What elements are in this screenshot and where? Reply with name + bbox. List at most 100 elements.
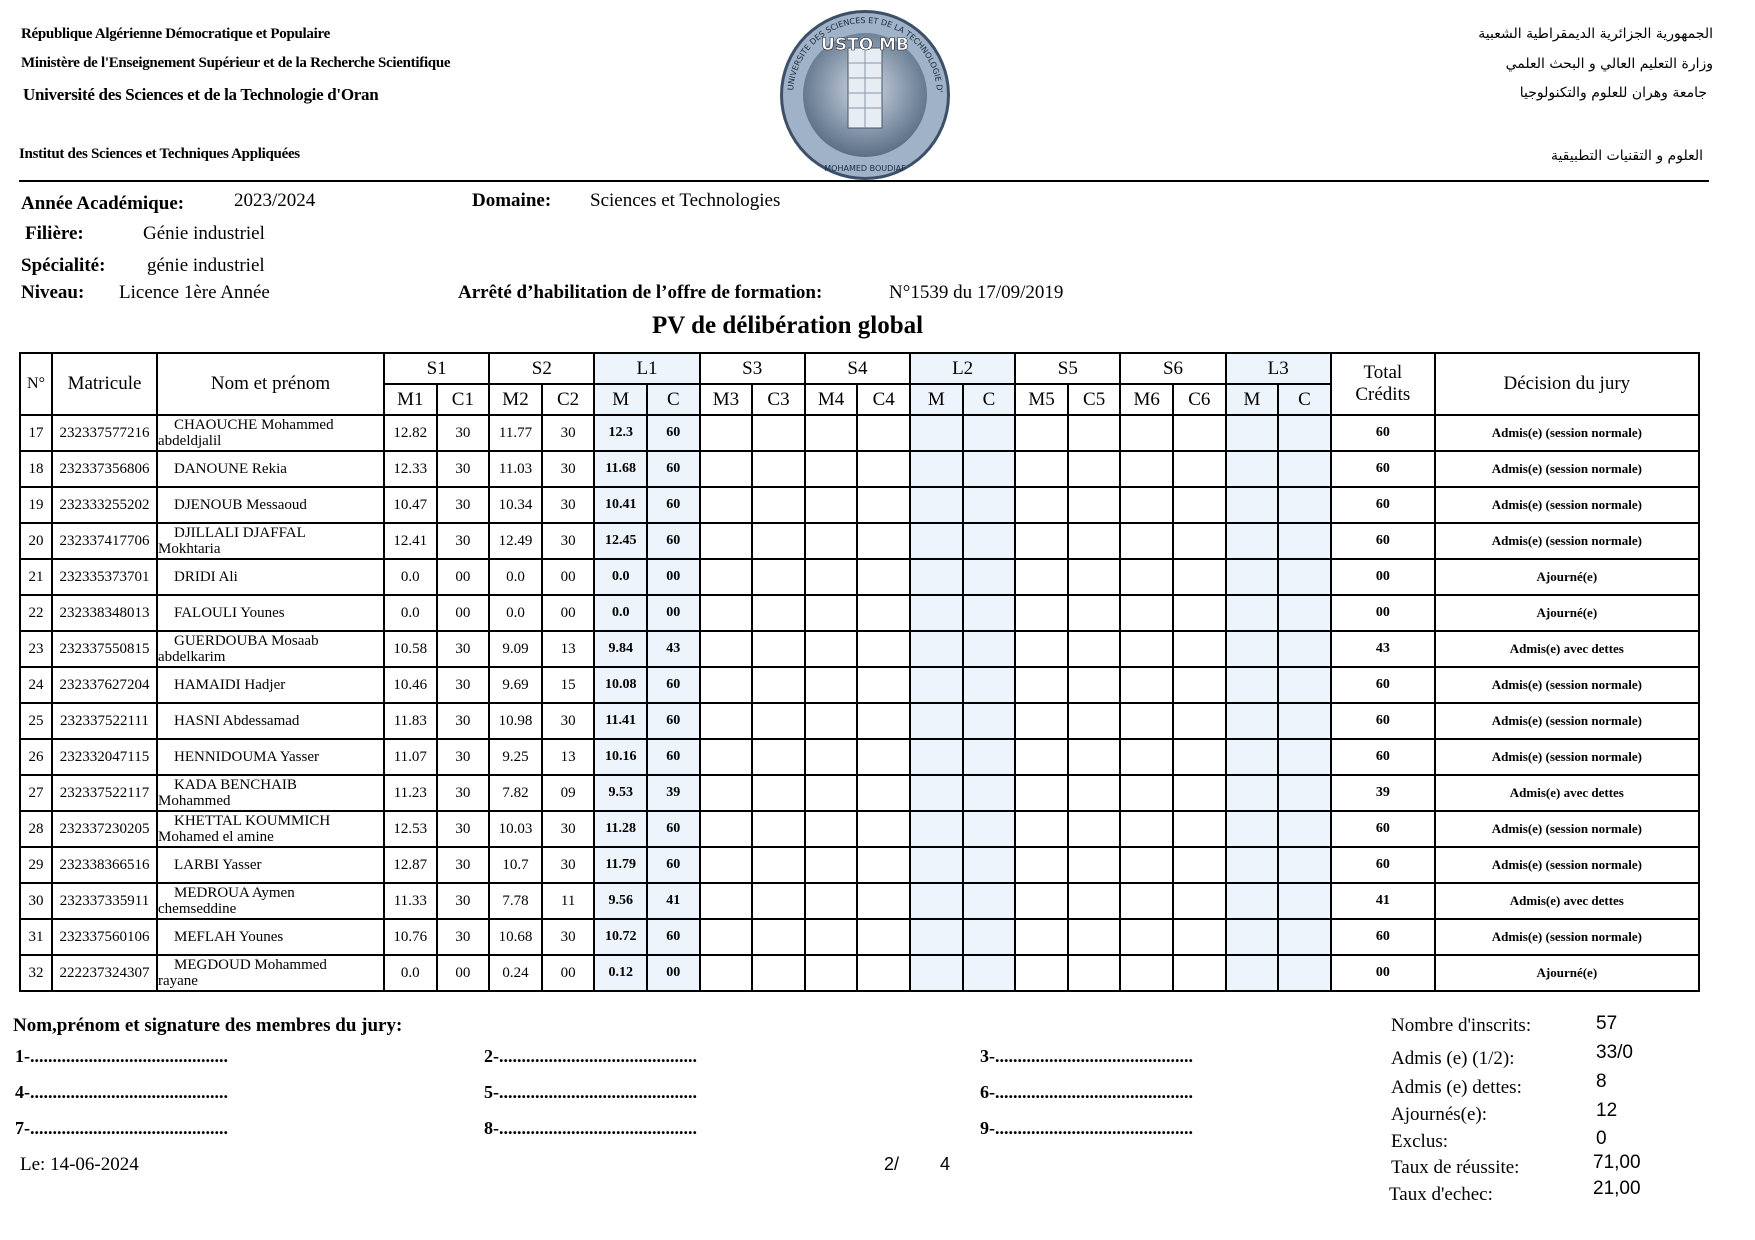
col-group-s5: S5 (1014, 352, 1122, 385)
row-s4-m4 (803, 918, 859, 956)
row-l3-c (1277, 738, 1332, 776)
row-name-line1: DANOUNE Rekia (174, 461, 287, 477)
row-c1: 30 (435, 630, 491, 668)
row-s5-m5 (1014, 450, 1069, 488)
row-s4-m4 (803, 774, 859, 812)
row-s3-c3 (751, 954, 806, 992)
table-row: 23 232337550815 GUERDOUBA Mosaab abdelkarim… (19, 630, 1700, 668)
row-l1-c: 60 (646, 486, 701, 524)
row-s4-c4 (856, 666, 912, 704)
row-c2: 30 (540, 702, 596, 740)
row-s5-c5 (1066, 738, 1122, 776)
row-c1: 00 (435, 558, 491, 596)
specialite-value: génie industriel (147, 255, 265, 276)
row-s5-m5 (1014, 882, 1069, 920)
row-c2: 30 (540, 846, 596, 884)
svg-text:USTO MB: USTO MB (821, 35, 909, 55)
row-l1-c: 60 (646, 738, 701, 776)
header-row-sub: M1 C1 M2 C2 M C M3 C3 M4 C4 M C M5 C5 M6 C6 M C (20, 383, 1699, 416)
row-s4-c4 (856, 558, 912, 596)
col-matricule: Matricule (51, 352, 158, 416)
table-row: 25 232337522111 HASNI Abdessamad 11.83 30 10.… (19, 702, 1700, 740)
row-s6-m6 (1119, 414, 1175, 452)
row-s6-m6 (1119, 486, 1175, 524)
row-total: 43 (1329, 630, 1436, 668)
row-s6-m6 (1119, 666, 1175, 704)
row-m2: 10.7 (488, 846, 543, 884)
row-s3-c3 (751, 774, 806, 812)
table-row: 32 222237324307 MEGDOUD Mohammed rayane 0.0 0… (19, 954, 1700, 992)
row-l1-m: 10.08 (593, 666, 648, 704)
col-group-s4: S4 (803, 352, 912, 385)
row-s3-m3 (698, 558, 754, 596)
row-total: 60 (1329, 486, 1436, 524)
row-name-line2: rayane (158, 973, 198, 989)
row-l3-c (1277, 774, 1332, 812)
row-l2-m (909, 882, 964, 920)
row-l3-m (1224, 846, 1280, 884)
row-decision: Admis(e) avec dettes (1433, 630, 1700, 668)
row-total: 00 (1329, 558, 1436, 596)
col-total: Total Crédits (1329, 352, 1436, 416)
row-l1-c: 60 (646, 666, 701, 704)
row-matricule: 232337335911 (51, 882, 158, 920)
row-matricule: 232332047115 (51, 738, 158, 776)
row-s6-c6 (1172, 558, 1227, 596)
row-s4-m4 (803, 666, 859, 704)
row-m2: 7.78 (488, 882, 543, 920)
row-l2-m (909, 594, 964, 632)
row-num: 22 (19, 594, 53, 632)
university-logo: UNIVERSITE DES SCIENCES ET DE LA TECHNOL… (778, 8, 950, 180)
row-c1: 30 (435, 414, 491, 452)
row-matricule: 232333255202 (51, 486, 158, 524)
row-l3-c (1277, 846, 1332, 884)
row-c2: 09 (540, 774, 596, 812)
col-group-s3: S3 (698, 352, 806, 385)
table-row: 24 232337627204 HAMAIDI Hadjer 10.46 30 9.69 1… (19, 666, 1700, 704)
row-matricule: 232337522117 (51, 774, 158, 812)
row-name: HAMAIDI Hadjer (156, 666, 385, 704)
row-decision: Admis(e) (session normale) (1433, 810, 1700, 848)
row-name-line1: KHETTAL KOUMMICH (174, 813, 331, 829)
row-l3-c (1277, 450, 1332, 488)
row-name-line1: DRIDI Ali (174, 569, 238, 585)
row-l2-m (909, 522, 964, 560)
page-title: PV de délibération global (652, 312, 924, 339)
row-l1-c: 60 (646, 522, 701, 560)
row-c1: 30 (435, 702, 491, 740)
stat-value: 21,00 (1593, 1178, 1641, 1199)
row-l3-m (1224, 774, 1280, 812)
row-s3-m3 (698, 774, 754, 812)
row-s5-m5 (1014, 594, 1069, 632)
row-s4-c4 (856, 846, 912, 884)
row-l2-c (961, 486, 1017, 524)
row-matricule: 232337550815 (51, 630, 158, 668)
document-date: Le: 14-06-2024 (20, 1154, 139, 1175)
row-s5-m5 (1014, 918, 1069, 956)
row-l2-m (909, 630, 964, 668)
svg-text:MOHAMED BOUDIAF: MOHAMED BOUDIAF (824, 164, 906, 173)
row-l3-c (1277, 702, 1332, 740)
row-c2: 30 (540, 450, 596, 488)
row-matricule: 232338366516 (51, 846, 158, 884)
row-s3-m3 (698, 954, 754, 992)
row-m1: 10.46 (383, 666, 438, 704)
row-s6-m6 (1119, 522, 1175, 560)
row-l3-c (1277, 522, 1332, 560)
row-s3-c3 (751, 882, 806, 920)
row-num: 17 (19, 414, 53, 452)
row-l2-c (961, 954, 1017, 992)
filiere-value: Génie industriel (143, 223, 265, 244)
row-name-line1: KADA BENCHAIB (174, 777, 297, 793)
row-name-line1: LARBI Yasser (174, 857, 262, 873)
row-s5-m5 (1014, 702, 1069, 740)
row-num: 18 (19, 450, 53, 488)
row-decision: Admis(e) (session normale) (1433, 846, 1700, 884)
row-l1-m: 9.56 (593, 882, 648, 920)
col-group-l3: L3 (1224, 352, 1332, 385)
row-m1: 10.76 (383, 918, 438, 956)
row-s6-c6 (1172, 702, 1227, 740)
row-s4-m4 (803, 702, 859, 740)
row-l2-m (909, 810, 964, 848)
row-s3-m3 (698, 594, 754, 632)
